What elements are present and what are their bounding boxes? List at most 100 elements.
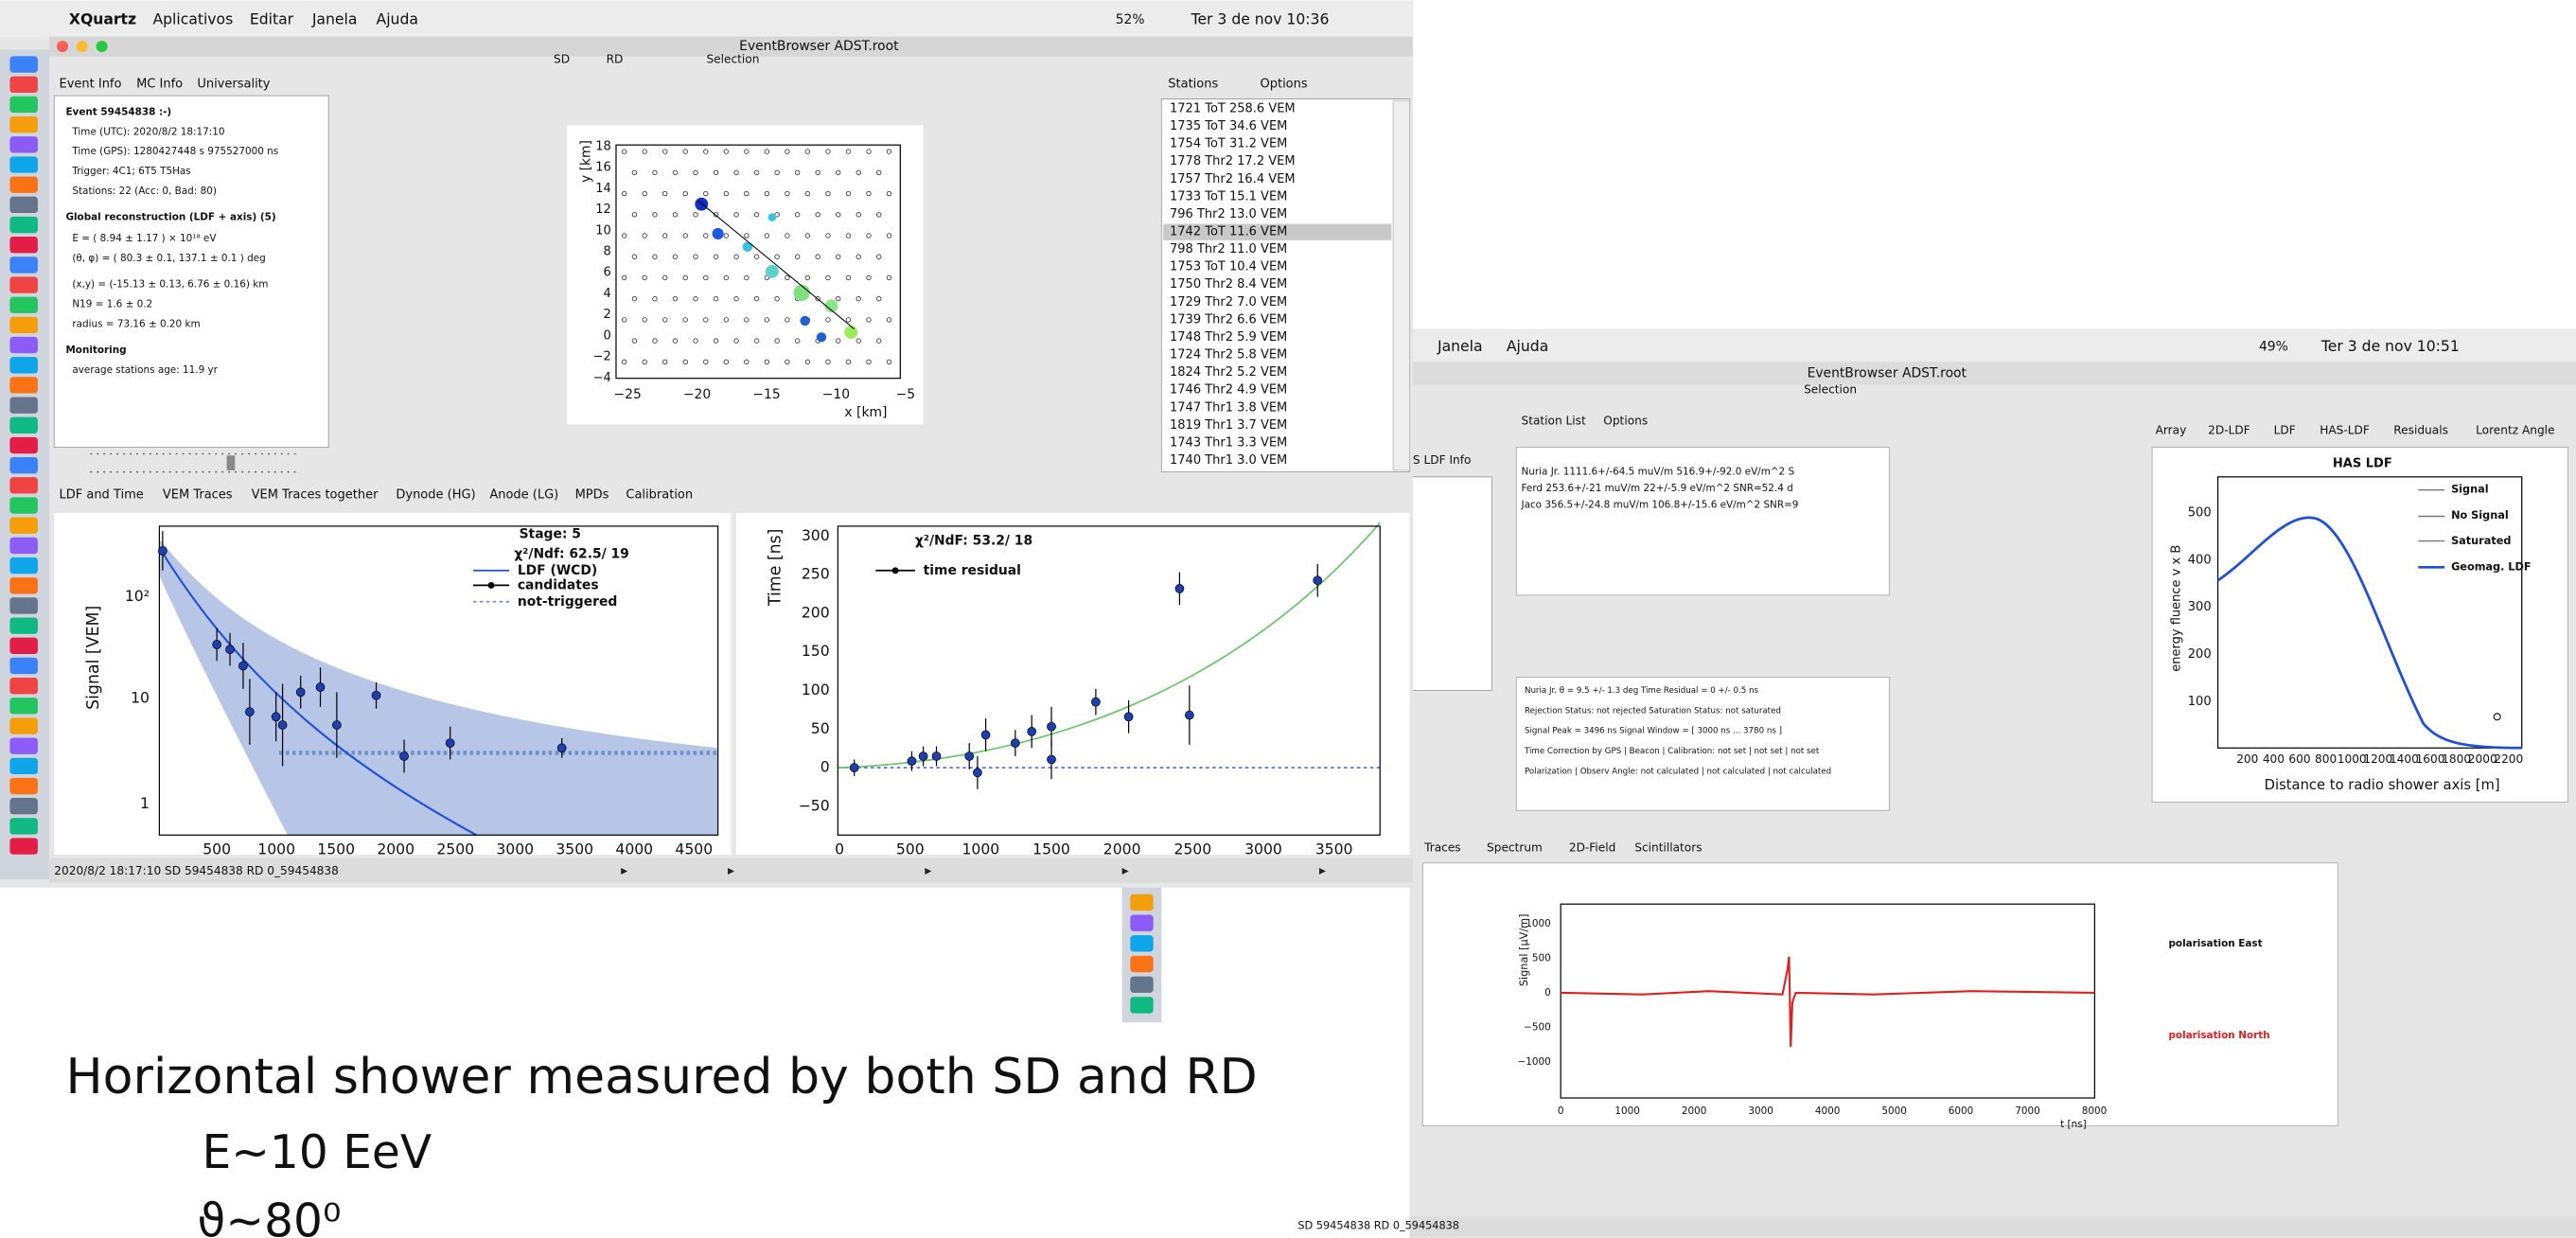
station-item[interactable]: 1724 Thr2 5.8 VEM (1170, 348, 1287, 363)
label: 2500 (436, 840, 474, 858)
close-button[interactable] (57, 41, 68, 52)
tab[interactable]: Lorentz Angle (2476, 424, 2554, 437)
data-point (272, 713, 280, 721)
tab[interactable]: SD (554, 52, 570, 65)
tab[interactable]: Universality (197, 77, 270, 91)
tab[interactable]: Residuals (2393, 424, 2448, 437)
tab[interactable]: MPDs (575, 487, 609, 502)
dock-icon (9, 497, 38, 513)
label: Distance to radio shower axis [m] (2265, 777, 2500, 793)
dock-icon (9, 297, 38, 313)
tab[interactable]: Selection (706, 52, 759, 65)
label: average stations age: 11.9 yr (72, 364, 218, 376)
tab[interactable]: HAS-LDF (2320, 424, 2370, 437)
tab[interactable]: Traces (1423, 841, 1461, 855)
label: 1 (140, 795, 150, 812)
page: {"left_window":{ "menu":{"app":"XQuartz"… (0, 0, 2576, 1238)
tab[interactable]: VEM Traces together (252, 487, 379, 502)
station-item[interactable]: 1733 ToT 15.1 VEM (1170, 189, 1287, 203)
station-item[interactable]: 1746 Thr2 4.9 VEM (1170, 383, 1287, 398)
label: Polarization | Observ Angle: not calcula… (1525, 767, 1831, 776)
station-item[interactable]: 1824 Thr2 5.2 VEM (1170, 365, 1287, 380)
station-item[interactable]: 1753 ToT 10.4 VEM (1170, 260, 1287, 274)
tab[interactable]: Station List (1522, 414, 1586, 427)
label: 3000 (1244, 840, 1282, 858)
station-item[interactable]: 1743 Thr1 3.3 VEM (1170, 435, 1287, 450)
data-point (226, 646, 235, 654)
label: 4000 (615, 840, 653, 858)
label: 1500 (317, 840, 355, 858)
station-item[interactable]: 1729 Thr2 7.0 VEM (1170, 295, 1287, 310)
label: 3000 (496, 840, 534, 858)
station-item[interactable]: 1748 Thr2 5.9 VEM (1170, 330, 1287, 345)
tab[interactable]: S LDF Info (1413, 453, 1471, 467)
tab[interactable]: RD (607, 52, 624, 65)
data-point (316, 683, 325, 692)
dock-icon (1130, 935, 1153, 951)
scrollbar[interactable] (1393, 100, 1409, 470)
station-item[interactable]: 1742 ToT 11.6 VEM (1170, 225, 1287, 239)
data-point (332, 720, 341, 729)
tab[interactable]: Spectrum (1487, 841, 1543, 855)
label: radius = 73.16 ± 0.20 km (72, 318, 200, 329)
label: 0 (835, 840, 844, 858)
station-item[interactable]: 796 Thr2 13.0 VEM (1170, 207, 1287, 221)
station-item[interactable]: 1721 ToT 258.6 VEM (1170, 101, 1296, 115)
label: 10 (131, 690, 150, 707)
label: 400 (2188, 553, 2212, 567)
data-point (1048, 755, 1056, 764)
tab[interactable]: LDF and Time (59, 487, 143, 502)
tab[interactable]: 2D-LDF (2208, 424, 2250, 437)
station-item[interactable]: 1747 Thr1 3.8 VEM (1170, 400, 1287, 415)
tab[interactable]: 2D-Field (1569, 841, 1615, 855)
zoom-button[interactable] (97, 41, 108, 52)
tab[interactable]: Anode (LG) (489, 487, 558, 502)
tab[interactable]: Event Info (59, 77, 121, 91)
slide-text: E~10 EeV (203, 1126, 432, 1179)
label: Ajuda (377, 11, 418, 28)
label: E = ( 8.94 ± 1.17 ) × 10¹⁸ eV (72, 233, 217, 244)
label: Ter 3 de nov 10:36 (1191, 11, 1330, 28)
dock-icon (9, 577, 38, 593)
label: 2000 (377, 840, 415, 858)
station-item[interactable]: 798 Thr2 11.0 VEM (1170, 242, 1287, 256)
station-item[interactable]: 1735 ToT 34.6 VEM (1170, 119, 1287, 133)
label: 1000 (962, 840, 1000, 858)
station-item[interactable]: 1819 Thr1 3.7 VEM (1170, 418, 1287, 433)
tab[interactable]: LDF (2274, 424, 2296, 437)
tab[interactable]: Scintillators (1634, 841, 1702, 855)
minimize-button[interactable] (77, 41, 88, 52)
tab[interactable]: MC Info (136, 77, 183, 91)
label: 4 (603, 287, 610, 301)
label: 3500 (1315, 840, 1353, 858)
station-item[interactable]: 1739 Thr2 6.6 VEM (1170, 312, 1287, 327)
label: Monitoring (65, 345, 126, 356)
tab[interactable]: Options (1603, 414, 1648, 427)
tab[interactable]: Dynode (HG) (396, 487, 475, 502)
info-box (1516, 678, 1889, 811)
dock-icon (9, 818, 38, 834)
station-item[interactable]: 1740 Thr1 3.0 VEM (1170, 453, 1287, 468)
station-hit (713, 228, 724, 239)
tab[interactable]: Calibration (626, 487, 693, 502)
label: Aplicativos (152, 11, 233, 28)
label: 50 (811, 720, 830, 737)
tab[interactable]: VEM Traces (163, 487, 233, 502)
station-item[interactable]: 1778 Thr2 17.2 VEM (1170, 154, 1296, 168)
dock-icon (9, 237, 38, 253)
tab[interactable]: Stations (1168, 77, 1218, 91)
label: 10² (125, 588, 150, 605)
label: x [km] (844, 405, 887, 420)
dock-icon (9, 437, 38, 453)
slider-handle[interactable] (227, 455, 236, 470)
tab[interactable]: Selection (1804, 382, 1857, 396)
tab[interactable]: Array (2156, 424, 2187, 437)
data-point (296, 688, 305, 697)
right-titlebar (1409, 362, 2576, 384)
station-item[interactable]: 1750 Thr2 8.4 VEM (1170, 277, 1287, 292)
station-item[interactable]: 1754 ToT 31.2 VEM (1170, 137, 1287, 151)
tab[interactable]: Options (1260, 77, 1307, 91)
label: 4500 (675, 840, 713, 858)
label: SD 59454838 RD 0_59454838 (1297, 1219, 1459, 1231)
station-item[interactable]: 1757 Thr2 16.4 VEM (1170, 172, 1296, 186)
